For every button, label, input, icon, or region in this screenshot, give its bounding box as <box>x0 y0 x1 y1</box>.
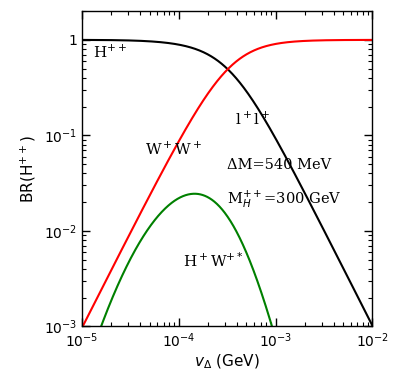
Text: M$_{H}^{++}$=300 GeV: M$_{H}^{++}$=300 GeV <box>227 188 342 210</box>
Text: ΔM=540 MeV: ΔM=540 MeV <box>227 158 332 172</box>
Text: H$^{++}$: H$^{++}$ <box>93 43 128 61</box>
Text: W$^+$W$^+$: W$^+$W$^+$ <box>145 141 202 158</box>
X-axis label: $v_{\Delta}$ (GeV): $v_{\Delta}$ (GeV) <box>194 353 260 371</box>
Text: H$^+$W$^{+*}$: H$^+$W$^{+*}$ <box>183 251 244 270</box>
Text: l$^+$l$^+$: l$^+$l$^+$ <box>235 110 270 128</box>
Y-axis label: BR(H$^{++}$): BR(H$^{++}$) <box>19 135 38 203</box>
